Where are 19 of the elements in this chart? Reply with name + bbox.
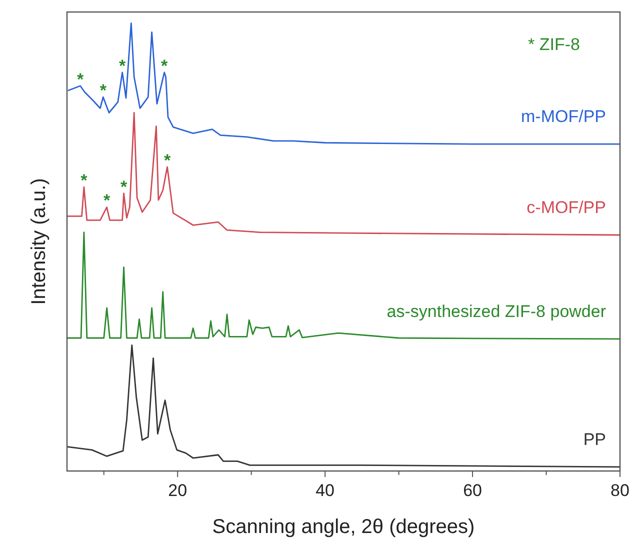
- series-label: c-MOF/PP: [526, 198, 606, 218]
- series-label: as-synthesized ZIF-8 powder: [386, 302, 606, 321]
- series-label: m-MOF/PP: [521, 107, 606, 126]
- x-tick-label: 60: [463, 481, 482, 500]
- y-axis-title: Intensity (a.u.): [28, 178, 50, 305]
- x-tick-label: 20: [168, 481, 188, 500]
- x-axis-title: Scanning angle, 2θ (degrees): [212, 516, 475, 538]
- annotation: *: [164, 150, 171, 170]
- annotation: *: [118, 56, 126, 76]
- x-tick-label: 80: [610, 481, 630, 500]
- annotation: *: [76, 70, 84, 89]
- annotation: *: [100, 81, 107, 100]
- annotation: *: [161, 56, 168, 76]
- x-tick-label: 40: [316, 481, 335, 500]
- annotation: *: [120, 177, 128, 196]
- series-label: PP: [583, 430, 606, 449]
- annotation: *: [104, 191, 111, 210]
- annotation: * ZIF-8: [528, 35, 580, 54]
- annotation: *: [80, 171, 88, 190]
